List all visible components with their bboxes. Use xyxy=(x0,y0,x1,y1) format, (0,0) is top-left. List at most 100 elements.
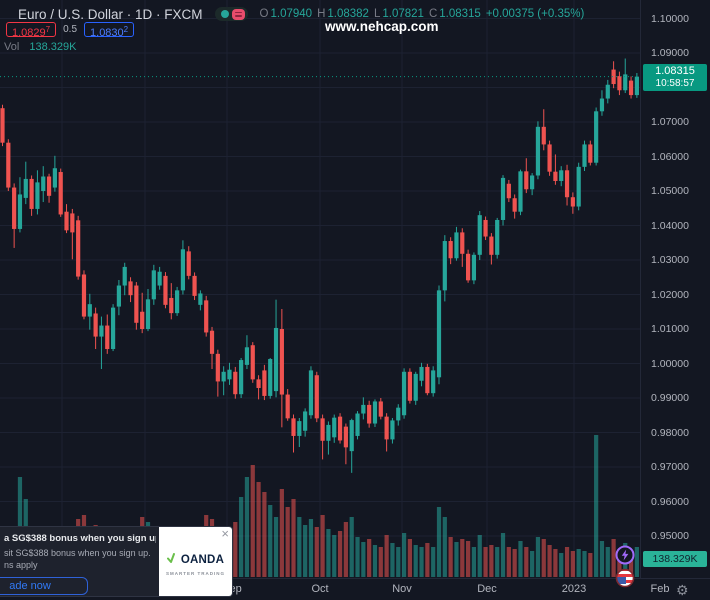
volume-bar xyxy=(436,507,442,577)
volume-bar xyxy=(372,545,378,577)
buy-button[interactable]: 1.08302 xyxy=(84,22,135,39)
volume-bar xyxy=(273,517,279,577)
volume-bar xyxy=(466,541,471,577)
volume-bar xyxy=(471,547,477,577)
price-axis-label: 1.06000 xyxy=(651,150,689,163)
price-axis[interactable]: 1.08315 10:58:57 138.329K 1.10000 1.09000… xyxy=(640,0,710,578)
price-axis-label: 1.07000 xyxy=(651,116,689,128)
candle-body xyxy=(186,251,191,276)
price-axis-label: 1.04000 xyxy=(651,219,689,232)
high-label: H xyxy=(317,8,326,20)
candle-body xyxy=(372,401,378,424)
volume-bar xyxy=(530,551,535,577)
volume-bar xyxy=(401,533,407,577)
volume-bar xyxy=(262,492,267,577)
candle-body xyxy=(582,144,587,167)
candle-body xyxy=(244,347,250,365)
time-axis-label: 2023 xyxy=(561,583,587,595)
bid-ask-row: 1.08297 0.5 1.08302 xyxy=(6,22,135,39)
candle-body xyxy=(436,290,442,378)
candle-body xyxy=(303,411,308,431)
candle-body xyxy=(367,404,372,424)
candle-body xyxy=(93,313,98,337)
price-axis-label: 1.09000 xyxy=(651,47,689,59)
sell-button[interactable]: 1.08297 xyxy=(6,22,57,39)
us-flag-event-icon[interactable] xyxy=(615,568,635,588)
candle-body xyxy=(140,311,145,329)
candle-body xyxy=(122,266,127,286)
candle-body xyxy=(76,220,81,277)
volume-bar xyxy=(407,539,412,577)
candle-body xyxy=(483,219,488,237)
close-value: 1.08315 xyxy=(439,8,481,20)
volume-bar xyxy=(553,549,558,577)
gear-icon[interactable]: ⚙ xyxy=(676,582,689,598)
price-axis-label: 1.03000 xyxy=(651,254,689,266)
volume-bar xyxy=(268,505,273,577)
volume-bar xyxy=(524,547,529,577)
symbol-title[interactable]: Euro / U.S. Dollar · 1D · FXCM xyxy=(18,6,203,22)
candle-body xyxy=(634,76,639,96)
ad-brand-panel[interactable]: × OANDA SMARTER TRADING xyxy=(159,527,232,596)
volume-bar xyxy=(326,529,331,577)
volume-bar xyxy=(605,547,610,577)
candle-body xyxy=(0,108,5,143)
time-axis-label: Dec xyxy=(477,583,497,595)
trade-now-button[interactable]: ade now xyxy=(0,577,88,595)
candle-body xyxy=(611,69,616,85)
candle-body xyxy=(407,371,412,401)
candle-body xyxy=(163,275,168,305)
candle-body xyxy=(81,274,87,317)
candle-body xyxy=(547,144,552,172)
volume-bar xyxy=(506,547,511,577)
lightning-event-icon[interactable] xyxy=(615,545,635,565)
candle-body xyxy=(17,194,23,229)
candle-body xyxy=(29,178,34,209)
volume-bar xyxy=(285,507,290,577)
volume-bar xyxy=(378,547,383,577)
price-axis-label: 0.99000 xyxy=(651,392,689,404)
candle-body xyxy=(570,197,575,207)
candle-body xyxy=(291,418,296,436)
volume-label: Vol xyxy=(4,41,20,53)
candle-body xyxy=(460,232,465,254)
candle-body xyxy=(495,219,500,255)
candle-body xyxy=(23,178,28,198)
open-label: O xyxy=(259,8,269,20)
volume-bar xyxy=(570,551,575,577)
candle-body xyxy=(279,329,284,395)
candle-body xyxy=(541,126,546,145)
last-price-label[interactable]: 1.08315 10:58:57 xyxy=(643,63,707,91)
close-icon[interactable]: × xyxy=(221,526,229,541)
volume-bar xyxy=(250,465,255,577)
candle-body xyxy=(425,366,430,394)
quote-toggle[interactable] xyxy=(214,7,248,21)
volume-bar xyxy=(564,547,570,577)
candle-body xyxy=(145,299,151,329)
candle-body xyxy=(623,74,628,91)
volume-bar xyxy=(367,539,372,577)
volume-bar xyxy=(611,539,616,577)
candle-body xyxy=(6,142,11,188)
candle-body xyxy=(192,275,197,296)
candle-body xyxy=(442,241,447,291)
volume-bar xyxy=(419,547,424,577)
volume-bar xyxy=(634,547,639,577)
price-axis-label: 1.01000 xyxy=(651,323,689,335)
price-axis-label: 0.98000 xyxy=(651,426,689,439)
ohlc-values: O 1.07940 H 1.08382 L 1.07821 C 1.08315 +0.00375… xyxy=(260,8,587,20)
volume-bar xyxy=(495,547,500,577)
volume-value: 138.329K xyxy=(29,41,77,53)
candle-body xyxy=(110,307,116,350)
candle-body xyxy=(308,370,314,416)
candle-body xyxy=(105,325,110,350)
candle-body xyxy=(431,370,436,394)
oanda-logo-icon xyxy=(166,551,179,569)
candle-body xyxy=(12,187,17,229)
candle-body xyxy=(512,198,517,212)
candle-body xyxy=(221,371,226,382)
ad-terms: ns apply xyxy=(4,560,38,570)
candle-body xyxy=(64,211,69,231)
